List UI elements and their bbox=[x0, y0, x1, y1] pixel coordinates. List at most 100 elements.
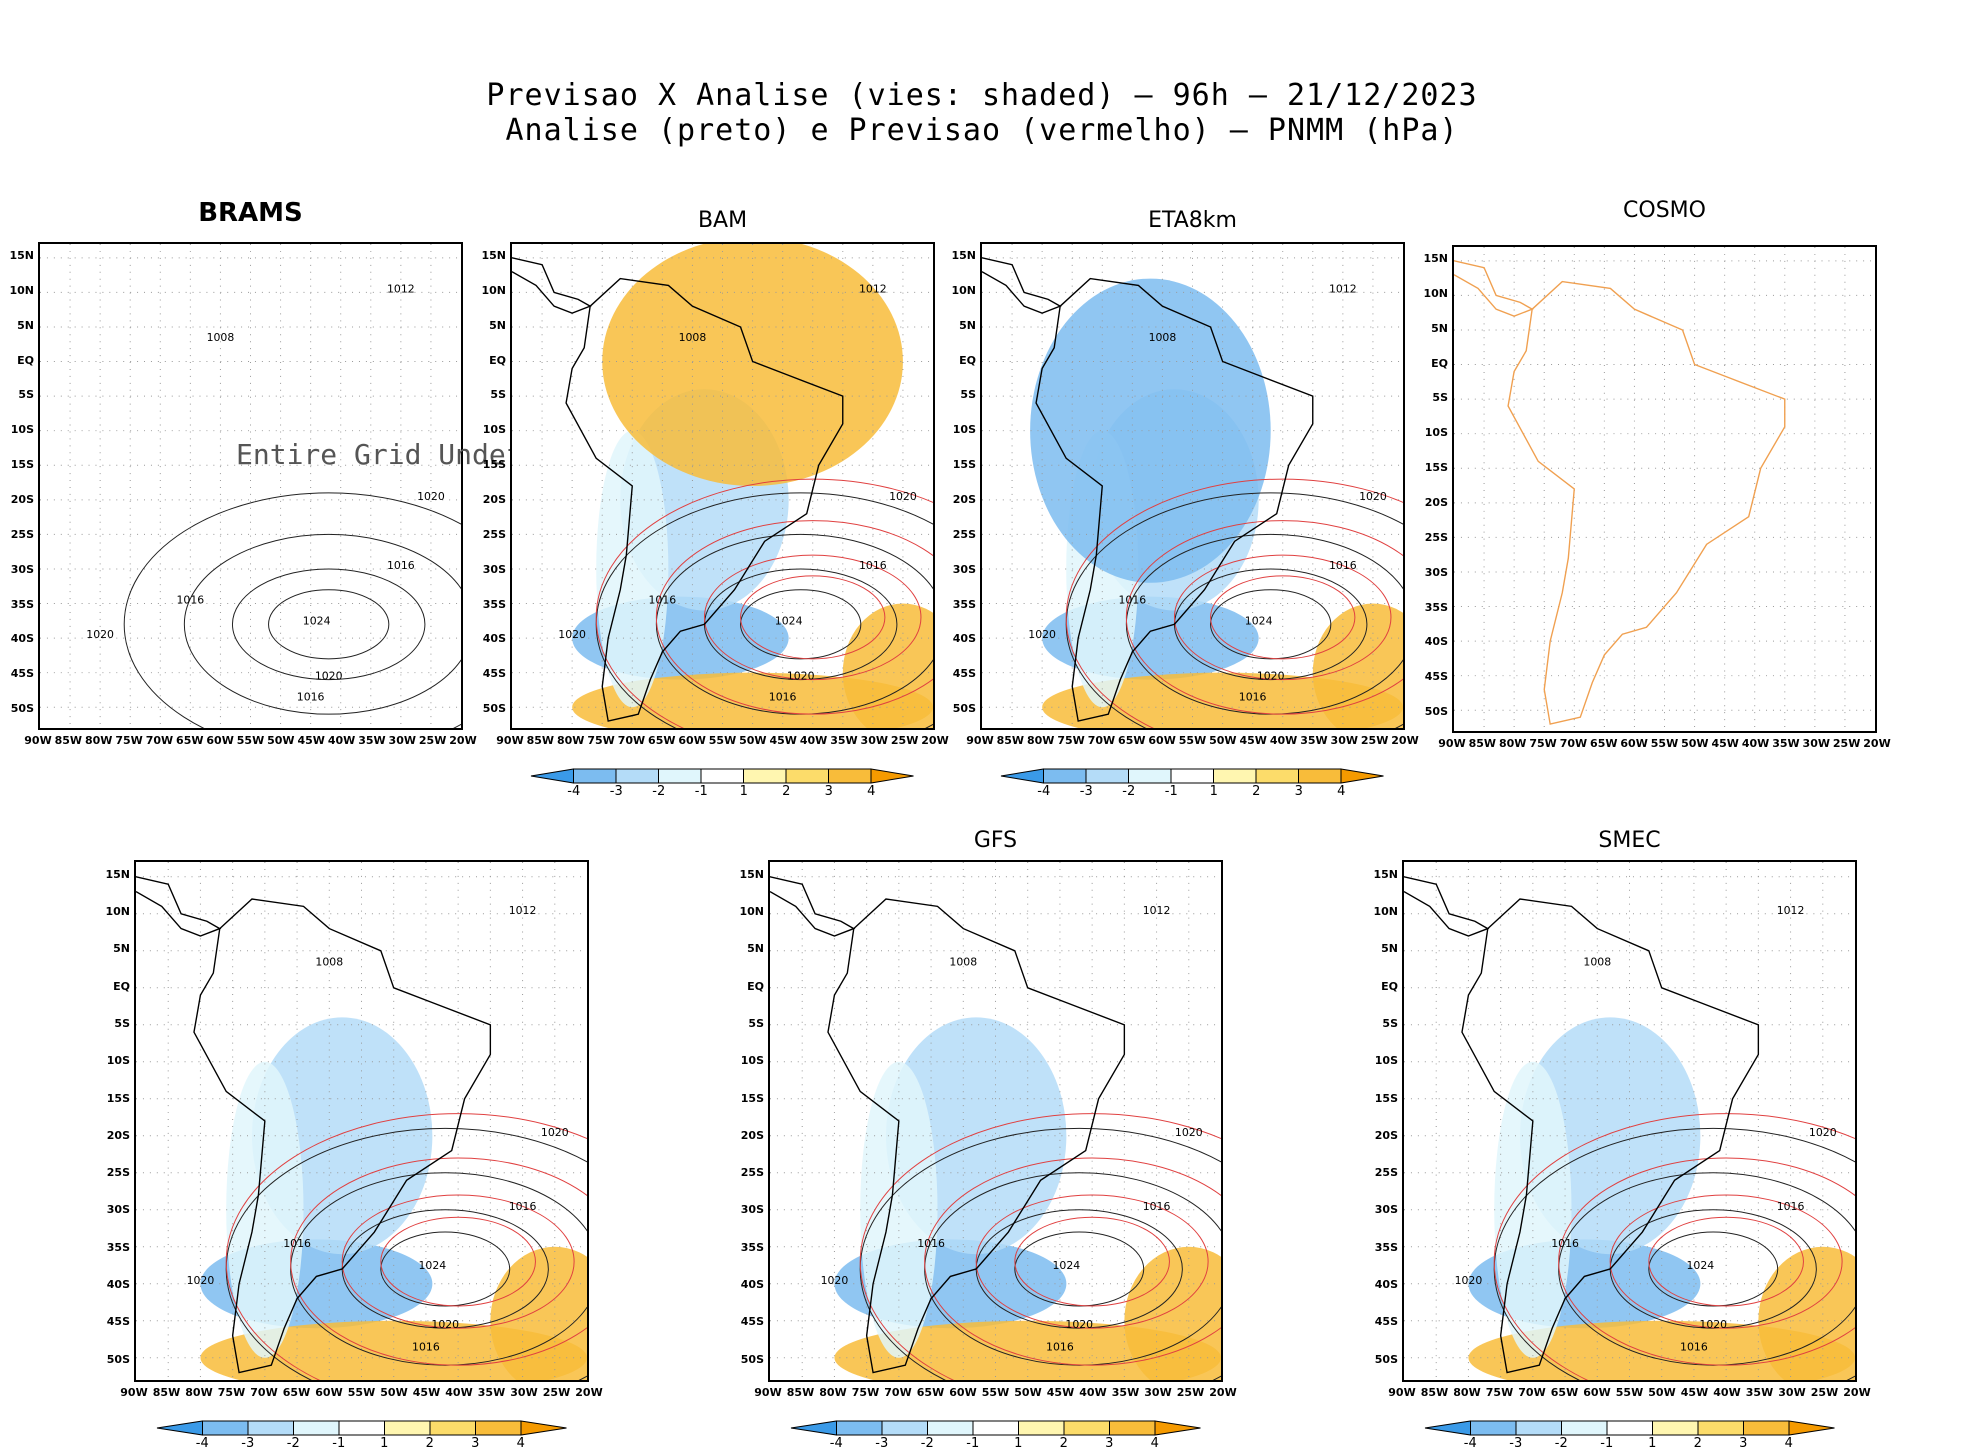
map-canvas: 1024 1020 1016 1016 1020 1008 1012 1020 1016 bbox=[1404, 862, 1855, 1380]
bias-shading bbox=[490, 1246, 587, 1380]
lon-label: 40W bbox=[1269, 734, 1298, 747]
lat-label: 20S bbox=[1374, 1128, 1398, 1142]
colorbar-swatch bbox=[1017, 1420, 1065, 1436]
lon-label: 35W bbox=[1300, 734, 1328, 747]
map-canvas: 1024 1020 1016 1016 1020 1008 1012 1020 1016 bbox=[40, 244, 461, 728]
lon-label: 30W bbox=[1330, 734, 1358, 747]
bias-shading bbox=[1758, 1246, 1855, 1380]
coastline-central-america bbox=[136, 876, 222, 937]
coastline-south-america bbox=[565, 277, 844, 722]
isobar-forecast bbox=[1648, 1216, 1804, 1307]
colorbar-label: 3 bbox=[471, 1436, 480, 1451]
figure-title-line1: Previsao X Analise (vies: shaded) – 96h … bbox=[486, 78, 1478, 113]
lat-label: 5N bbox=[489, 318, 506, 332]
lon-label: 60W bbox=[1620, 737, 1648, 750]
colorbar-swatch bbox=[785, 768, 830, 784]
lat-label: 40S bbox=[952, 632, 976, 646]
colorbar-swatch bbox=[972, 1420, 1019, 1436]
lon-label: 75W bbox=[1529, 737, 1557, 750]
lat-label: 20S bbox=[482, 492, 506, 506]
lon-label: 65W bbox=[282, 1386, 311, 1399]
colorbar-label: -1 bbox=[966, 1436, 980, 1451]
colorbar-label: -2 bbox=[920, 1436, 934, 1451]
isobar-label: 1016 bbox=[509, 1200, 537, 1213]
isobar-analysis bbox=[1014, 1231, 1145, 1307]
lat-label: 30S bbox=[10, 562, 34, 576]
isobar-label: 1016 bbox=[412, 1340, 440, 1353]
lon-label: 75W bbox=[217, 1386, 246, 1399]
bias-shading bbox=[1124, 1246, 1221, 1380]
colorbar-swatch bbox=[1298, 768, 1342, 784]
colorbar-swatch bbox=[1697, 1420, 1744, 1436]
isobar-label: 1020 bbox=[1028, 628, 1056, 641]
colorbar-swatch bbox=[292, 1420, 340, 1436]
lon-label: 20W bbox=[449, 734, 477, 747]
lon-label: 70W bbox=[250, 1386, 278, 1399]
colorbar-swatch bbox=[573, 768, 617, 784]
lon-label: 80W bbox=[185, 1386, 213, 1399]
lon-label: 25W bbox=[1832, 737, 1861, 750]
isobar-forecast bbox=[595, 478, 933, 728]
map-frame: 1024 1020 1016 1016 1020 1008 1012 1020 1016 bbox=[1402, 860, 1857, 1382]
map-frame: 1024 1020 1016 1016 1020 1008 1012 1020 1016 bbox=[38, 242, 463, 730]
lat-label: EQ bbox=[959, 353, 976, 367]
isobar-label: 1020 bbox=[417, 490, 445, 503]
lat-label: 15S bbox=[952, 458, 976, 472]
colorbar-label: -3 bbox=[875, 1436, 889, 1451]
isobar-analysis bbox=[1210, 589, 1332, 660]
lon-label: 70W bbox=[1518, 1386, 1546, 1399]
colorbar-label: -4 bbox=[1463, 1436, 1477, 1451]
map-frame bbox=[1452, 245, 1877, 733]
lon-label: 85W bbox=[1468, 737, 1497, 750]
lon-label: 45W bbox=[1711, 737, 1739, 750]
isobar-label: 1024 bbox=[775, 614, 803, 627]
lat-label: 50S bbox=[482, 702, 506, 716]
lon-label: 35W bbox=[1111, 1386, 1140, 1399]
isobar-label: 1016 bbox=[1329, 559, 1357, 572]
lat-label: EQ bbox=[1381, 979, 1398, 993]
colorbar-label: 2 bbox=[1059, 1436, 1068, 1451]
colorbar-label: -2 bbox=[1554, 1436, 1568, 1451]
coastline-south-america bbox=[1507, 280, 1786, 725]
isobar-label: 1012 bbox=[509, 904, 537, 917]
colorbar-swatch bbox=[700, 768, 745, 784]
lat-label: 5N bbox=[17, 318, 34, 332]
colorbar-label: -2 bbox=[652, 784, 666, 799]
colorbar-label: -1 bbox=[694, 784, 708, 799]
lat-label: 30S bbox=[740, 1203, 764, 1217]
colorbar-label: 4 bbox=[1150, 1436, 1159, 1451]
lon-label: 80W bbox=[84, 734, 113, 747]
lon-label: 85W bbox=[54, 734, 83, 747]
panel-title: COSMO bbox=[1623, 198, 1706, 223]
lat-label: 50S bbox=[10, 702, 34, 716]
colorbar-swatch bbox=[1255, 768, 1300, 784]
lon-label: 70W bbox=[884, 1386, 912, 1399]
lat-label: 5S bbox=[114, 1017, 130, 1031]
isobar-forecast bbox=[341, 1194, 575, 1329]
map-frame: 1024 1020 1016 1016 1020 1008 1012 1020 1016 bbox=[510, 242, 935, 730]
lon-label: 65W bbox=[1118, 734, 1146, 747]
lat-label: 10S bbox=[740, 1054, 764, 1068]
coastline-central-america bbox=[1454, 260, 1534, 317]
map-canvas: 1024 1020 1016 1016 1020 1008 1012 1020 1016 bbox=[512, 244, 933, 728]
isobar-label: 1016 bbox=[1046, 1340, 1074, 1353]
colorbar-label: 2 bbox=[782, 784, 791, 799]
lon-label: 20W bbox=[1863, 737, 1891, 750]
isobar-label: 1008 bbox=[679, 331, 707, 344]
lat-label: 30S bbox=[482, 562, 506, 576]
coastline-central-america bbox=[770, 876, 856, 937]
isobar-forecast bbox=[1173, 554, 1392, 681]
lat-label: 45S bbox=[10, 667, 34, 681]
lon-label: 45W bbox=[769, 734, 797, 747]
lon-label: 80W bbox=[556, 734, 585, 747]
isobar-label: 1020 bbox=[1175, 1126, 1203, 1139]
colorbar-label: -3 bbox=[609, 784, 623, 799]
lon-label: 45W bbox=[412, 1386, 441, 1399]
colorbar-swatch bbox=[870, 768, 914, 784]
colorbar-swatch bbox=[1424, 1420, 1471, 1436]
lon-label: 90W bbox=[966, 734, 994, 747]
lon-label: 80W bbox=[1498, 737, 1527, 750]
lat-label: 45S bbox=[106, 1315, 130, 1329]
lat-label: 30S bbox=[106, 1203, 130, 1217]
isobar-label: 1020 bbox=[821, 1274, 849, 1287]
